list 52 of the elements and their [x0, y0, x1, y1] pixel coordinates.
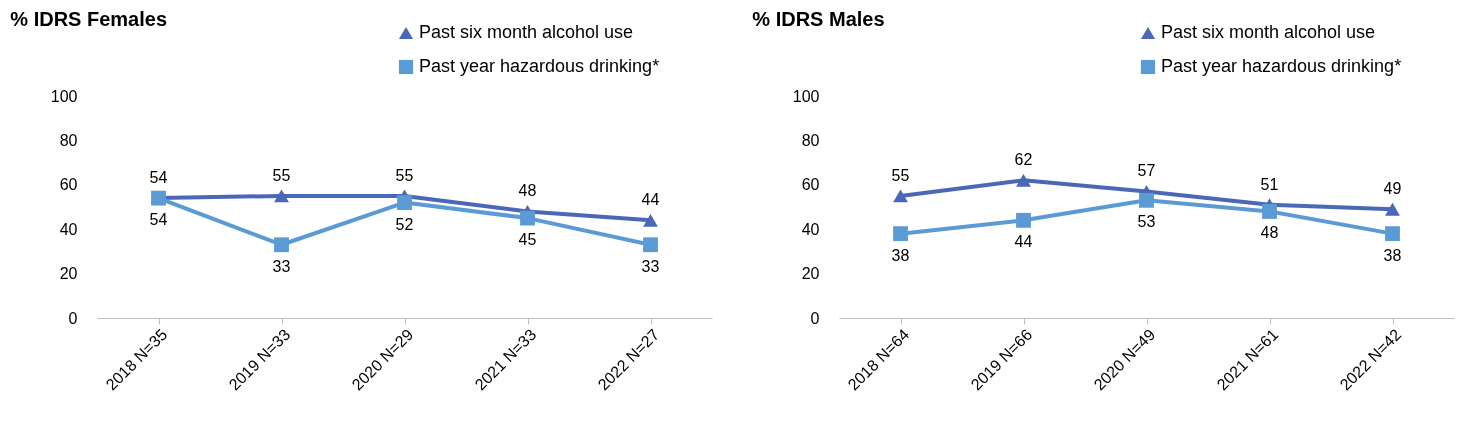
y-tick-label: 80 — [59, 131, 78, 149]
point — [397, 195, 412, 210]
y-tick-label: 0 — [810, 309, 820, 327]
data-label: 33 — [272, 257, 291, 275]
data-label: 52 — [395, 215, 414, 233]
y-tick-label: 60 — [59, 176, 78, 194]
data-label: 38 — [891, 246, 910, 264]
point — [1385, 226, 1400, 242]
legend-label: Past year hazardous drinking* — [1161, 56, 1402, 76]
point — [1262, 204, 1277, 219]
point — [1139, 192, 1154, 208]
point — [1016, 212, 1031, 228]
point — [643, 213, 658, 227]
point — [893, 226, 908, 242]
y-tick-label: 20 — [801, 265, 820, 283]
legend-label: Past year hazardous drinking* — [419, 56, 660, 76]
legend-label: Past six month alcohol use — [419, 22, 634, 42]
point — [1385, 202, 1400, 216]
data-label: 51 — [1260, 175, 1279, 193]
chart-title: % IDRS Females — [10, 8, 168, 30]
data-label: 62 — [1014, 151, 1033, 169]
data-label: 55 — [272, 166, 291, 184]
data-label: 48 — [518, 182, 537, 200]
data-label: 54 — [149, 169, 168, 187]
data-label: 38 — [1383, 246, 1402, 264]
y-tick-label: 60 — [801, 176, 820, 194]
data-label: 45 — [518, 231, 537, 249]
data-label: 48 — [1260, 224, 1279, 242]
y-tick-label: 40 — [59, 220, 78, 238]
data-label: 57 — [1137, 162, 1156, 180]
point — [520, 210, 535, 226]
data-label: 55 — [395, 166, 414, 184]
point — [274, 237, 289, 253]
y-tick-label: 20 — [59, 265, 78, 283]
data-label: 44 — [1014, 233, 1033, 251]
point — [274, 189, 289, 203]
data-label: 53 — [1137, 213, 1156, 231]
point — [1016, 173, 1031, 187]
data-label: 49 — [1383, 180, 1402, 198]
data-label: 33 — [641, 257, 660, 275]
y-tick-label: 40 — [801, 220, 820, 238]
chart-title: % IDRS Males — [752, 8, 885, 30]
point — [893, 189, 908, 203]
y-tick-label: 100 — [50, 87, 78, 105]
y-tick-label: 100 — [792, 87, 820, 105]
data-label: 54 — [149, 211, 168, 229]
point — [643, 237, 658, 253]
legend-label: Past six month alcohol use — [1161, 22, 1376, 42]
data-label: 55 — [891, 166, 910, 184]
y-tick-label: 80 — [801, 131, 820, 149]
data-label: 44 — [641, 191, 660, 209]
y-tick-label: 0 — [68, 309, 78, 327]
